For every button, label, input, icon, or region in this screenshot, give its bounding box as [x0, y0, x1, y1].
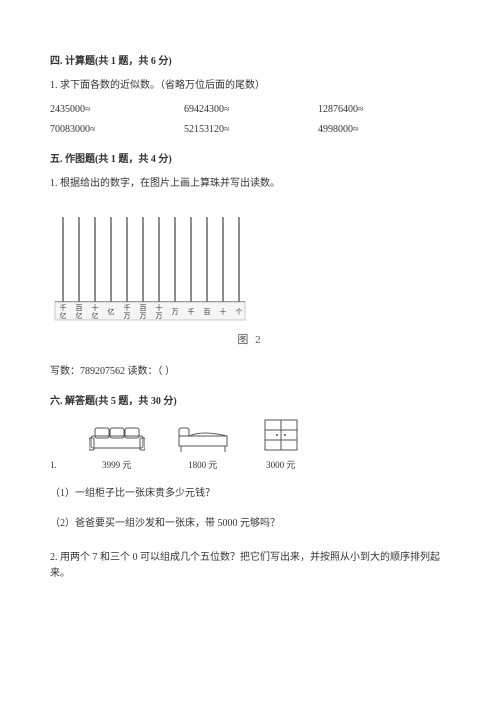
bed-icon [175, 424, 231, 454]
svg-text:百: 百 [204, 308, 211, 316]
cabinet-item: 3000 元 [261, 418, 301, 473]
cabinet-price: 3000 元 [261, 458, 301, 472]
figure-label: 图 2 [50, 332, 450, 350]
svg-text:千: 千 [188, 307, 195, 316]
svg-text:十: 十 [156, 303, 163, 312]
sub-question-2: （2）爸爸要买一组沙发和一张床，带 5000 元够吗？ [50, 516, 450, 532]
svg-text:万: 万 [124, 312, 131, 320]
num-cell: 12876400≈ [318, 102, 450, 118]
section-6-q2: 2. 用两个 7 和三个 0 可以组成几个五位数？把它们写出来，并按照从小到大的… [50, 550, 450, 582]
num-row-1: 2435000≈ 69424300≈ 12876400≈ [50, 102, 450, 118]
svg-text:万: 万 [156, 312, 163, 320]
svg-text:百: 百 [76, 304, 83, 312]
abacus-svg: 千亿 百亿 十亿 亿 千万 百万 十万 万 千 百 十 个 [50, 212, 250, 322]
num-cell: 69424300≈ [184, 102, 316, 118]
num-row-2: 70083000≈ 52153120≈ 4998000≈ [50, 122, 450, 138]
section-5-q1: 1. 根据给出的数字，在图片上画上算珠并写出读数。 [50, 176, 450, 192]
num-cell: 52153120≈ [184, 122, 316, 138]
svg-text:万: 万 [172, 308, 179, 316]
svg-text:亿: 亿 [60, 311, 67, 320]
section-4-title: 四. 计算题(共 1 题，共 6 分) [50, 54, 450, 70]
bed-price: 1800 元 [175, 458, 231, 472]
num-cell: 2435000≈ [50, 102, 182, 118]
sofa-icon [89, 424, 145, 454]
num-cell: 4998000≈ [318, 122, 450, 138]
svg-text:千: 千 [124, 303, 131, 312]
svg-text:亿: 亿 [108, 307, 115, 316]
svg-text:十: 十 [92, 303, 99, 312]
bed-item: 1800 元 [175, 424, 231, 473]
items-row: 1. 3999 元 1800 元 3000 元 [50, 418, 450, 473]
section-4-q1: 1. 求下面各数的近似数。（省略万位后面的尾数） [50, 78, 450, 94]
svg-text:亿: 亿 [76, 311, 83, 320]
svg-text:万: 万 [140, 312, 147, 320]
cabinet-icon [261, 418, 301, 454]
svg-text:十: 十 [220, 307, 227, 316]
num-cell: 70083000≈ [50, 122, 182, 138]
write-read-line: 写数：789207562 读数：（ ） [50, 364, 450, 380]
svg-text:百: 百 [140, 304, 147, 312]
q-number: 1. [50, 458, 57, 472]
sofa-item: 3999 元 [89, 424, 145, 473]
abacus-figure: 千亿 百亿 十亿 亿 千万 百万 十万 万 千 百 十 个 [50, 212, 250, 328]
svg-text:个: 个 [236, 308, 243, 316]
sofa-price: 3999 元 [89, 458, 145, 472]
section-6-title: 六. 解答题(共 5 题，共 30 分) [50, 394, 450, 410]
svg-text:亿: 亿 [92, 311, 99, 320]
svg-text:千: 千 [60, 303, 67, 312]
sub-question-1: （1）一组柜子比一张床贵多少元钱？ [50, 486, 450, 502]
section-5-title: 五. 作图题(共 1 题，共 4 分) [50, 152, 450, 168]
